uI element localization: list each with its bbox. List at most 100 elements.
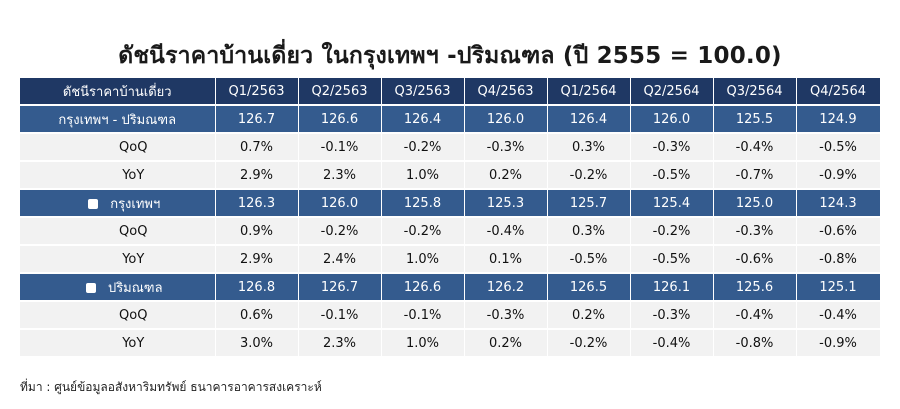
value-cell: 126.8 <box>215 273 299 302</box>
value-cell: 2.9% <box>215 245 299 274</box>
value-cell: 1.0% <box>381 161 465 190</box>
price-index-table: ดัชนีราคาบ้านเดี่ยว Q1/2563 Q2/2563 Q3/2… <box>20 78 881 358</box>
value-cell: -0.9% <box>796 161 881 190</box>
metric-row: YoY 2.9% 2.3% 1.0% 0.2% -0.2% -0.5% -0.7% -0.9% <box>20 161 881 190</box>
value-cell: 125.3 <box>464 189 548 218</box>
metric-row: QoQ 0.6% -0.1% -0.1% -0.3% 0.2% -0.3% -0.4% -0.4… <box>20 301 881 330</box>
metric-row: YoY 3.0% 2.3% 1.0% 0.2% -0.2% -0.4% -0.8% -0.9% <box>20 329 881 358</box>
value-cell: -0.3% <box>464 301 548 330</box>
value-cell: 2.4% <box>298 245 382 274</box>
value-cell: -0.8% <box>796 245 881 274</box>
value-cell: 1.0% <box>381 329 465 358</box>
metric-row: YoY 2.9% 2.4% 1.0% 0.1% -0.5% -0.5% -0.6% -0.8% <box>20 245 881 274</box>
header-quarter-cell: Q2/2564 <box>630 78 714 106</box>
row-label-cell: QoQ <box>20 217 216 246</box>
value-cell: 126.1 <box>630 273 714 302</box>
value-cell: 0.1% <box>464 245 548 274</box>
row-label: QoQ <box>119 223 148 239</box>
header-quarter-cell: Q1/2564 <box>547 78 631 106</box>
value-cell: 0.2% <box>464 161 548 190</box>
region-row: กรุงเทพฯ 126.3 126.0 125.8 125.3 125.7 125.4 12… <box>20 189 881 218</box>
row-label: ปริมณฑล <box>107 280 163 296</box>
table-body: กรุงเทพฯ - ปริมณฑล 126.7 126.6 126.4 126.0 12… <box>20 105 881 358</box>
value-cell: -0.1% <box>298 133 382 162</box>
row-label-cell: YoY <box>20 329 216 358</box>
metric-row: QoQ 0.7% -0.1% -0.2% -0.3% 0.3% -0.3% -0.4% -0.5… <box>20 133 881 162</box>
value-cell: 125.8 <box>381 189 465 218</box>
value-cell: -0.8% <box>713 329 797 358</box>
value-cell: 126.6 <box>381 273 465 302</box>
row-label: YoY <box>122 167 145 183</box>
value-cell: 3.0% <box>215 329 299 358</box>
value-cell: -0.4% <box>713 133 797 162</box>
value-cell: 124.3 <box>796 189 881 218</box>
region-row: ปริมณฑล 126.8 126.7 126.6 126.2 126.5 126.1 125… <box>20 273 881 302</box>
value-cell: -0.4% <box>464 217 548 246</box>
value-cell: 125.0 <box>713 189 797 218</box>
value-cell: -0.3% <box>630 133 714 162</box>
value-cell: 0.2% <box>547 301 631 330</box>
row-label-cell: QoQ <box>20 301 216 330</box>
value-cell: 126.7 <box>298 273 382 302</box>
row-label: QoQ <box>119 307 148 323</box>
row-label-cell: กรุงเทพฯ <box>20 189 216 218</box>
value-cell: 126.7 <box>215 105 299 134</box>
value-cell: -0.1% <box>381 301 465 330</box>
row-label-cell: ปริมณฑล <box>20 273 216 302</box>
value-cell: 125.1 <box>796 273 881 302</box>
value-cell: 125.7 <box>547 189 631 218</box>
value-cell: 0.9% <box>215 217 299 246</box>
value-cell: -0.5% <box>630 245 714 274</box>
value-cell: -0.2% <box>381 217 465 246</box>
value-cell: 124.9 <box>796 105 881 134</box>
header-quarter-cell: Q1/2563 <box>215 78 299 106</box>
row-label-cell: YoY <box>20 245 216 274</box>
value-cell: -0.2% <box>547 161 631 190</box>
value-cell: -0.5% <box>796 133 881 162</box>
value-cell: -0.7% <box>713 161 797 190</box>
value-cell: -0.2% <box>298 217 382 246</box>
value-cell: 0.7% <box>215 133 299 162</box>
value-cell: 1.0% <box>381 245 465 274</box>
value-cell: 125.5 <box>713 105 797 134</box>
row-label: YoY <box>122 335 145 351</box>
metric-row: QoQ 0.9% -0.2% -0.2% -0.4% 0.3% -0.2% -0.3% -0.6… <box>20 217 881 246</box>
region-row: กรุงเทพฯ - ปริมณฑล 126.7 126.6 126.4 126.0 12… <box>20 105 881 134</box>
value-cell: 125.4 <box>630 189 714 218</box>
value-cell: -0.9% <box>796 329 881 358</box>
source-note: ที่มา : ศูนย์ข้อมูลอสังหาริมทรัพย์ ธนาคา… <box>20 380 322 394</box>
value-cell: 126.4 <box>381 105 465 134</box>
value-cell: 126.5 <box>547 273 631 302</box>
value-cell: -0.6% <box>796 217 881 246</box>
value-cell: 126.6 <box>298 105 382 134</box>
row-label: QoQ <box>119 139 148 155</box>
row-label-cell: YoY <box>20 161 216 190</box>
value-cell: -0.5% <box>630 161 714 190</box>
value-cell: -0.4% <box>630 329 714 358</box>
header-quarter-cell: Q3/2564 <box>713 78 797 106</box>
header-quarter-cell: Q3/2563 <box>381 78 465 106</box>
value-cell: -0.1% <box>298 301 382 330</box>
value-cell: -0.5% <box>547 245 631 274</box>
value-cell: 0.2% <box>464 329 548 358</box>
header-label-cell: ดัชนีราคาบ้านเดี่ยว <box>20 78 216 106</box>
square-bullet-icon <box>88 198 99 209</box>
row-label-cell: QoQ <box>20 133 216 162</box>
value-cell: 0.3% <box>547 217 631 246</box>
row-label: กรุงเทพฯ <box>110 196 161 212</box>
value-cell: 2.9% <box>215 161 299 190</box>
value-cell: 126.2 <box>464 273 548 302</box>
value-cell: 0.6% <box>215 301 299 330</box>
value-cell: 126.3 <box>215 189 299 218</box>
value-cell: -0.2% <box>381 133 465 162</box>
value-cell: 2.3% <box>298 161 382 190</box>
value-cell: 2.3% <box>298 329 382 358</box>
row-label: YoY <box>122 251 145 267</box>
value-cell: 126.0 <box>298 189 382 218</box>
value-cell: -0.6% <box>713 245 797 274</box>
table-header-row: ดัชนีราคาบ้านเดี่ยว Q1/2563 Q2/2563 Q3/2… <box>20 78 881 106</box>
value-cell: 125.6 <box>713 273 797 302</box>
value-cell: -0.3% <box>713 217 797 246</box>
value-cell: 126.0 <box>464 105 548 134</box>
value-cell: 0.3% <box>547 133 631 162</box>
